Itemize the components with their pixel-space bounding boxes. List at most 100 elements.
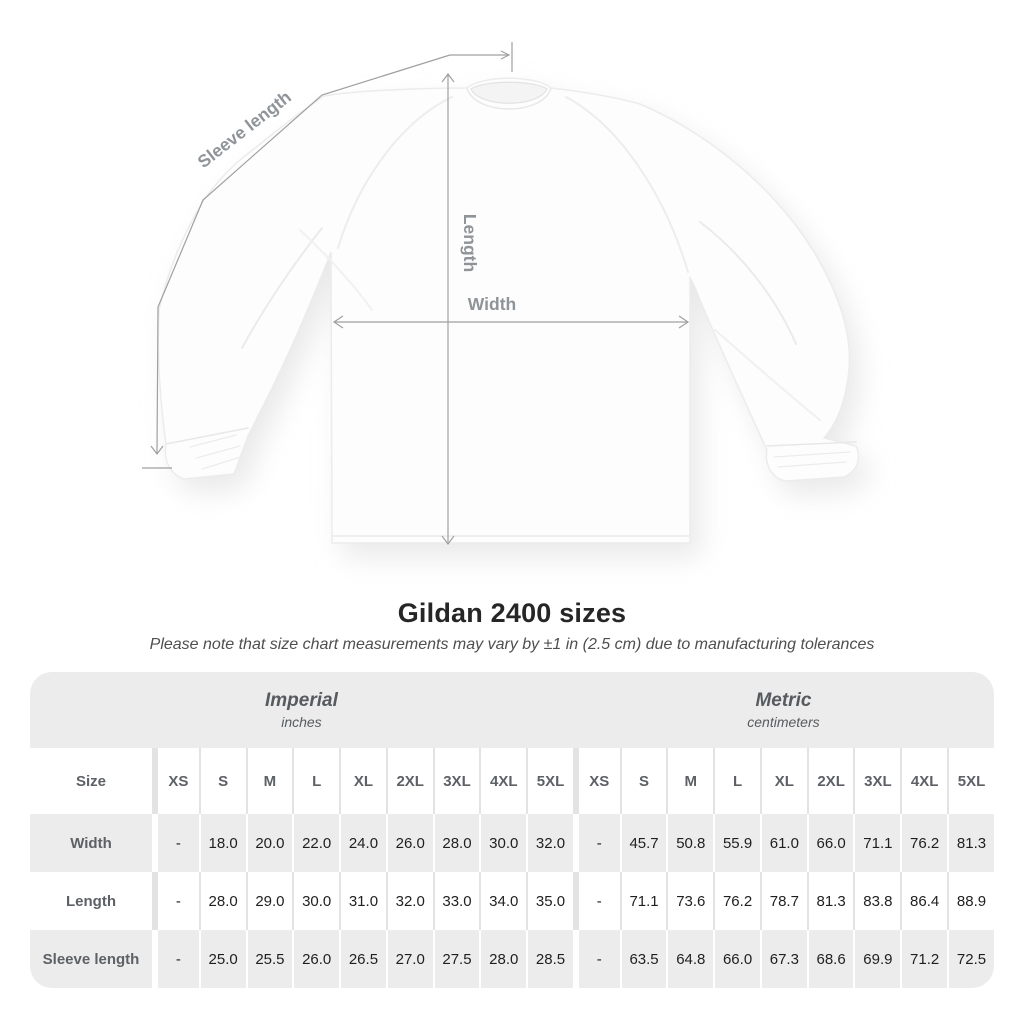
cell: 28.0 (198, 872, 246, 930)
size-table: Imperial inches Metric centimeters Size … (30, 672, 994, 988)
cell: 22.0 (292, 814, 340, 872)
cell: 45.7 (619, 814, 667, 872)
cell: 76.2 (900, 814, 948, 872)
size-col: 5XL (526, 748, 573, 814)
size-col: 5XL (947, 748, 994, 814)
sleeve-length-row: Sleeve length - 25.0 25.5 26.0 26.5 27.0… (30, 930, 994, 988)
row-label: Length (30, 872, 152, 930)
imperial-sublabel: inches (281, 713, 322, 730)
sleeve-length-line (156, 54, 451, 454)
size-col: S (619, 748, 667, 814)
row-label: Sleeve length (30, 930, 152, 988)
size-col: L (713, 748, 760, 814)
size-col: 3XL (853, 748, 901, 814)
cell: 76.2 (713, 872, 760, 930)
size-col: XL (759, 748, 807, 814)
size-col: M (666, 748, 714, 814)
measurement-lines (142, 42, 690, 545)
cell: 32.0 (526, 814, 573, 872)
cell: 26.0 (292, 930, 340, 988)
cell: 78.7 (759, 872, 807, 930)
cell: 68.6 (806, 930, 854, 988)
metric-label: Metric (755, 689, 812, 711)
cell: 30.0 (479, 814, 527, 872)
shirt-creases (165, 96, 857, 537)
cell: 83.8 (853, 872, 901, 930)
length-label: Length (460, 214, 480, 272)
cell: 34.0 (479, 872, 527, 930)
size-col: M (245, 748, 293, 814)
cell: - (572, 814, 620, 872)
size-col: 2XL (806, 748, 854, 814)
cell: - (572, 872, 620, 930)
cell: 66.0 (806, 814, 854, 872)
cell: 31.0 (339, 872, 386, 930)
cell: 73.6 (666, 872, 714, 930)
cell: 30.0 (292, 872, 340, 930)
cell: 25.0 (198, 930, 246, 988)
cell: 32.0 (385, 872, 433, 930)
cell: 86.4 (900, 872, 948, 930)
cell: - (152, 814, 199, 872)
size-table-container: Imperial inches Metric centimeters Size … (30, 672, 994, 988)
width-label: Width (468, 294, 516, 314)
collar (466, 81, 552, 110)
size-col: 3XL (432, 748, 480, 814)
cell: 71.1 (619, 872, 667, 930)
cell: 18.0 (198, 814, 246, 872)
cell: 27.5 (432, 930, 480, 988)
row-label: Width (30, 814, 152, 872)
size-col: XS (152, 748, 199, 814)
cell: 26.5 (339, 930, 386, 988)
cell: 81.3 (806, 872, 854, 930)
unit-header-row: Imperial inches Metric centimeters (30, 672, 994, 748)
cell: 20.0 (245, 814, 293, 872)
cell: 69.9 (853, 930, 901, 988)
cell: 28.0 (432, 814, 480, 872)
size-header: Size (30, 748, 152, 814)
cell: 67.3 (759, 930, 807, 988)
size-col: 4XL (900, 748, 948, 814)
cell: 71.1 (853, 814, 901, 872)
cell: 71.2 (900, 930, 948, 988)
cell: 88.9 (947, 872, 994, 930)
cell: 72.5 (947, 930, 994, 988)
shirt-illustration: Sleeve length Length Width (142, 42, 869, 557)
size-col: S (198, 748, 246, 814)
page-title: Gildan 2400 sizes (397, 598, 627, 628)
metric-sublabel: centimeters (747, 713, 820, 730)
cell: 35.0 (526, 872, 573, 930)
cell: 28.5 (526, 930, 573, 988)
width-row: Width - 18.0 20.0 22.0 24.0 26.0 28.0 30… (30, 814, 994, 872)
size-col: XS (572, 748, 620, 814)
cell: 33.0 (432, 872, 480, 930)
page-subtitle: Please note that size chart measurements… (149, 636, 875, 653)
size-col: L (292, 748, 340, 814)
cell: 26.0 (385, 814, 433, 872)
size-col: 4XL (479, 748, 527, 814)
cell: 25.5 (245, 930, 293, 988)
cell: - (152, 930, 199, 988)
unit-group-imperial: Imperial inches (30, 672, 573, 748)
cell: - (572, 930, 620, 988)
imperial-label: Imperial (265, 689, 338, 711)
cell: 28.0 (479, 930, 527, 988)
size-header-row: Size XS S M L XL 2XL 3XL 4XL 5XL XS S M … (30, 748, 994, 814)
cell: 50.8 (666, 814, 714, 872)
length-row: Length - 28.0 29.0 30.0 31.0 32.0 33.0 3… (30, 872, 994, 930)
size-col: 2XL (385, 748, 433, 814)
cell: 55.9 (713, 814, 760, 872)
cell: - (152, 872, 199, 930)
cell: 29.0 (245, 872, 293, 930)
cell: 61.0 (759, 814, 807, 872)
cell: 24.0 (339, 814, 386, 872)
cell: 63.5 (619, 930, 667, 988)
cell: 66.0 (713, 930, 760, 988)
cell: 27.0 (385, 930, 433, 988)
cell: 81.3 (947, 814, 994, 872)
shirt-body (157, 77, 860, 544)
size-col: XL (339, 748, 386, 814)
cell: 64.8 (666, 930, 714, 988)
unit-group-metric: Metric centimeters (572, 672, 994, 748)
